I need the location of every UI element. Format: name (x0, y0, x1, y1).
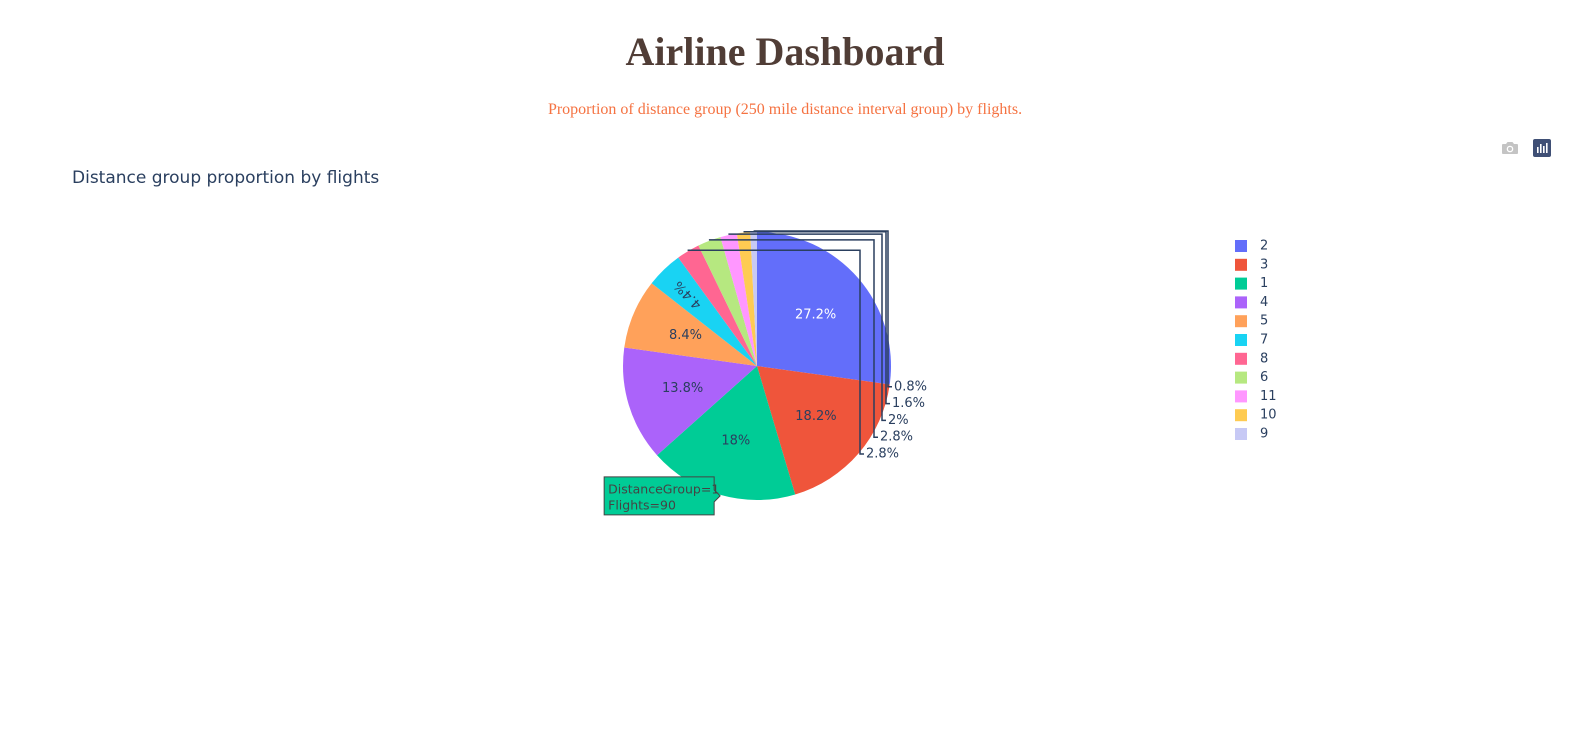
legend-label-3: 3 (1260, 257, 1268, 272)
modebar (1500, 138, 1552, 158)
legend-item-2[interactable]: 2 (1235, 239, 1268, 254)
legend-label-9: 9 (1260, 427, 1268, 442)
slice-label-11: 2% (888, 413, 909, 428)
legend-swatch-4 (1235, 296, 1247, 309)
slice-label-10: 1.6% (892, 396, 925, 411)
legend-item-7[interactable]: 7 (1235, 333, 1268, 348)
chart-title: Distance group proportion by flights (72, 168, 379, 188)
slice-label-1: 18% (721, 433, 750, 448)
slice-label-5: 8.4% (669, 328, 702, 343)
slice-label-line-8 (687, 249, 864, 455)
legend-item-3[interactable]: 3 (1235, 257, 1268, 272)
pie-chart: Distance group proportion by flights 27.… (72, 168, 1277, 516)
page-subtitle: Proportion of distance group (250 mile d… (547, 101, 1023, 118)
legend: 2 3 1 4 5 7 8 6 11 10 9 (1235, 239, 1277, 442)
page-title: Airline Dashboard (625, 29, 945, 74)
slice-label-9: 0.8% (894, 379, 927, 394)
legend-item-1[interactable]: 1 (1235, 276, 1268, 291)
legend-item-6[interactable]: 6 (1235, 370, 1268, 385)
slice-label-line-11 (728, 233, 886, 422)
slice-label-line-6 (708, 239, 878, 438)
slice-label-4: 13.8% (662, 381, 703, 396)
legend-swatch-2 (1235, 240, 1247, 252)
legend-swatch-6 (1235, 371, 1247, 384)
legend-label-11: 11 (1260, 389, 1277, 404)
slice-label-3: 18.2% (795, 409, 836, 424)
legend-label-5: 5 (1260, 314, 1268, 329)
pie-slice-2[interactable] (757, 232, 891, 385)
legend-swatch-5 (1235, 315, 1247, 328)
legend-label-1: 1 (1260, 276, 1268, 291)
hover-line-1: DistanceGroup=1 (608, 481, 719, 496)
pie-slices (623, 232, 891, 500)
legend-swatch-8 (1235, 352, 1247, 365)
hover-line-2: Flights=90 (608, 497, 676, 512)
pie-slice-8[interactable] (678, 245, 757, 366)
legend-swatch-10 (1235, 409, 1247, 422)
hover-box (603, 476, 721, 516)
pie-slice-7[interactable] (651, 257, 757, 366)
pie-slice-10[interactable] (736, 232, 757, 366)
pie-slice-3[interactable] (757, 366, 890, 495)
pie-slice-6[interactable] (698, 237, 757, 366)
legend-label-2: 2 (1260, 239, 1268, 254)
plotly-logo-icon[interactable] (1532, 138, 1552, 158)
legend-swatch-9 (1235, 428, 1247, 440)
legend-swatch-11 (1235, 390, 1247, 403)
legend-item-10[interactable]: 10 (1235, 408, 1277, 423)
legend-swatch-1 (1235, 277, 1247, 290)
legend-swatch-3 (1235, 258, 1247, 271)
slice-label-line-9 (753, 230, 892, 388)
legend-swatch-7 (1235, 334, 1247, 346)
legend-item-9[interactable]: 9 (1235, 427, 1268, 442)
legend-item-4[interactable]: 4 (1235, 295, 1268, 310)
legend-label-4: 4 (1260, 295, 1268, 310)
legend-item-5[interactable]: 5 (1235, 314, 1268, 329)
legend-label-8: 8 (1260, 351, 1268, 366)
pie-slice-9[interactable] (750, 232, 757, 366)
legend-item-8[interactable]: 8 (1235, 351, 1268, 366)
pie-slice-5[interactable] (624, 283, 757, 366)
pie-slice-4[interactable] (623, 347, 757, 456)
slice-label-8: 2.8% (866, 447, 899, 462)
slice-label-2: 27.2% (795, 307, 836, 322)
slice-label-6: 2.8% (880, 430, 913, 445)
pie-slice-11[interactable] (720, 233, 757, 366)
legend-item-11[interactable]: 11 (1235, 389, 1277, 404)
pie-slice-1[interactable] (657, 366, 796, 500)
legend-label-6: 6 (1260, 370, 1268, 385)
camera-icon[interactable] (1500, 138, 1520, 158)
legend-label-10: 10 (1260, 408, 1277, 423)
legend-label-7: 7 (1260, 333, 1268, 348)
